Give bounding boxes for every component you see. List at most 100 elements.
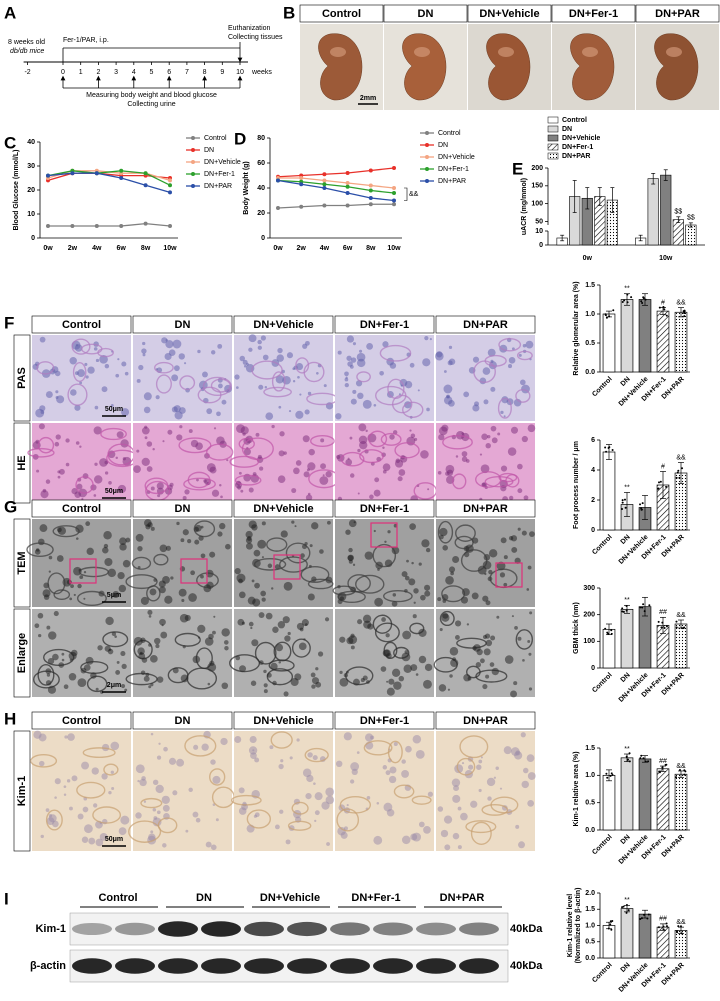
sample-dot bbox=[606, 631, 609, 634]
texture bbox=[75, 524, 84, 533]
kidney bbox=[318, 33, 363, 101]
texture bbox=[246, 536, 252, 541]
texture bbox=[295, 460, 302, 466]
point bbox=[276, 178, 280, 183]
row-label: Kim-1 bbox=[16, 776, 28, 807]
texture bbox=[142, 353, 146, 357]
texture bbox=[424, 663, 433, 672]
texture bbox=[135, 812, 142, 819]
texture bbox=[320, 463, 327, 470]
x-tick-label: 0w bbox=[583, 255, 593, 262]
band bbox=[72, 958, 112, 974]
texture bbox=[140, 596, 149, 605]
point bbox=[143, 171, 148, 176]
texture bbox=[490, 386, 496, 392]
y-tick-label: 2 bbox=[591, 497, 595, 504]
texture bbox=[488, 549, 498, 558]
texture bbox=[263, 386, 292, 398]
texture bbox=[340, 451, 365, 467]
point bbox=[322, 186, 327, 190]
texture bbox=[312, 755, 318, 761]
texture bbox=[190, 439, 199, 448]
texture bbox=[79, 381, 83, 385]
y-tick-label: 150 bbox=[531, 183, 543, 190]
texture bbox=[525, 340, 534, 349]
texture bbox=[181, 598, 185, 603]
texture bbox=[438, 426, 448, 436]
texture bbox=[81, 836, 89, 843]
texture bbox=[125, 537, 131, 543]
tick-label: 10 bbox=[236, 69, 244, 76]
texture bbox=[309, 544, 313, 548]
y-tick-label: 1.0 bbox=[585, 772, 595, 779]
group-label: DN+Vehicle bbox=[260, 892, 320, 904]
texture bbox=[54, 778, 61, 785]
kidney bbox=[402, 33, 447, 101]
texture bbox=[294, 525, 297, 528]
row-label: HE bbox=[16, 455, 28, 470]
texture bbox=[159, 618, 166, 626]
texture bbox=[438, 434, 445, 441]
texture bbox=[489, 662, 495, 667]
texture bbox=[82, 806, 89, 813]
group-label: DN bbox=[175, 503, 191, 515]
texture bbox=[470, 800, 478, 808]
texture bbox=[79, 575, 84, 580]
texture bbox=[527, 772, 536, 780]
texture bbox=[310, 672, 316, 678]
x-tick-label: 0w bbox=[273, 245, 283, 252]
texture bbox=[212, 775, 221, 784]
texture bbox=[167, 667, 189, 684]
texture bbox=[143, 675, 150, 682]
texture bbox=[230, 794, 262, 806]
texture bbox=[304, 409, 310, 415]
texture bbox=[171, 374, 179, 382]
texture bbox=[38, 423, 45, 430]
texture bbox=[206, 408, 213, 415]
group-label: DN+Fer-1 bbox=[360, 319, 409, 331]
texture bbox=[474, 401, 480, 407]
texture bbox=[158, 586, 166, 594]
point bbox=[368, 196, 373, 200]
texture bbox=[348, 547, 353, 553]
header-box bbox=[334, 315, 435, 334]
texture bbox=[518, 841, 526, 849]
texture bbox=[143, 800, 147, 803]
texture bbox=[285, 839, 291, 845]
texture bbox=[34, 623, 40, 629]
point bbox=[168, 178, 172, 183]
texture bbox=[472, 404, 480, 412]
sample-dot bbox=[605, 450, 608, 453]
texture bbox=[150, 526, 155, 531]
y-axis-label: Kim-1 relative area (%) bbox=[573, 751, 580, 826]
texture bbox=[61, 658, 65, 662]
texture bbox=[357, 492, 360, 495]
x-tick-label: 10w bbox=[163, 245, 177, 252]
sample-dot bbox=[639, 757, 642, 760]
header-box bbox=[31, 315, 132, 334]
texture bbox=[158, 742, 161, 745]
point bbox=[368, 188, 373, 193]
texture bbox=[75, 441, 80, 445]
band bbox=[201, 921, 241, 937]
sample-dot bbox=[639, 606, 642, 609]
legend-swatch bbox=[191, 172, 195, 176]
texture bbox=[193, 744, 199, 750]
texture bbox=[45, 809, 63, 831]
band bbox=[287, 958, 327, 974]
x-tick-label: DN bbox=[620, 672, 632, 684]
sample-dot bbox=[648, 604, 651, 607]
texture bbox=[135, 533, 144, 542]
sample-dot bbox=[621, 499, 624, 502]
texture bbox=[350, 357, 357, 363]
texture bbox=[465, 459, 470, 463]
texture bbox=[219, 484, 222, 487]
text: Collecting urine bbox=[127, 101, 175, 108]
group-label: Control bbox=[98, 892, 137, 904]
point bbox=[322, 182, 327, 187]
highlight bbox=[330, 47, 346, 57]
bar bbox=[674, 930, 688, 959]
texture bbox=[188, 593, 197, 602]
y-tick-label: 40 bbox=[257, 185, 265, 192]
annotation: ** bbox=[624, 286, 630, 293]
